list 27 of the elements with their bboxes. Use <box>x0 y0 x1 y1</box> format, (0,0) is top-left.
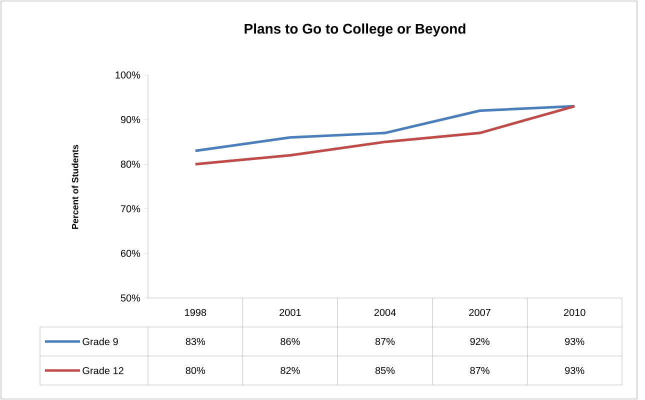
y-tick-label: 50% <box>120 294 140 302</box>
y-tick-label: 90% <box>120 116 140 124</box>
y-axis-title: Percent of Students <box>72 144 78 229</box>
x-tick-label: 2010 <box>564 308 586 316</box>
legend-label: Grade 12 <box>82 366 124 374</box>
data-label: 92% <box>470 338 490 346</box>
legend-label: Grade 9 <box>82 338 118 346</box>
y-tick-label: 70% <box>120 205 140 212</box>
y-tick-label: 60% <box>120 250 140 257</box>
x-tick-label: 2007 <box>469 308 490 316</box>
data-label: 86% <box>280 338 300 346</box>
line-series <box>194 104 576 166</box>
data-label: 85% <box>375 366 395 374</box>
x-tick-label: 2001 <box>280 308 301 316</box>
x-tick-label: 2004 <box>374 308 396 316</box>
data-label: 87% <box>470 366 490 374</box>
y-tick-label: 80% <box>120 160 140 168</box>
chart-title: Plans to Go to College or Beyond <box>244 23 466 37</box>
y-tick-label: 100% <box>116 71 140 79</box>
x-tick-label: 1998 <box>185 308 206 316</box>
line-series <box>194 104 576 152</box>
data-label: 87% <box>375 338 395 346</box>
data-label: 93% <box>565 366 584 374</box>
data-label: 80% <box>186 366 206 374</box>
data-label: 82% <box>280 366 300 374</box>
data-label: 83% <box>186 338 206 346</box>
data-label: 93% <box>565 338 584 346</box>
